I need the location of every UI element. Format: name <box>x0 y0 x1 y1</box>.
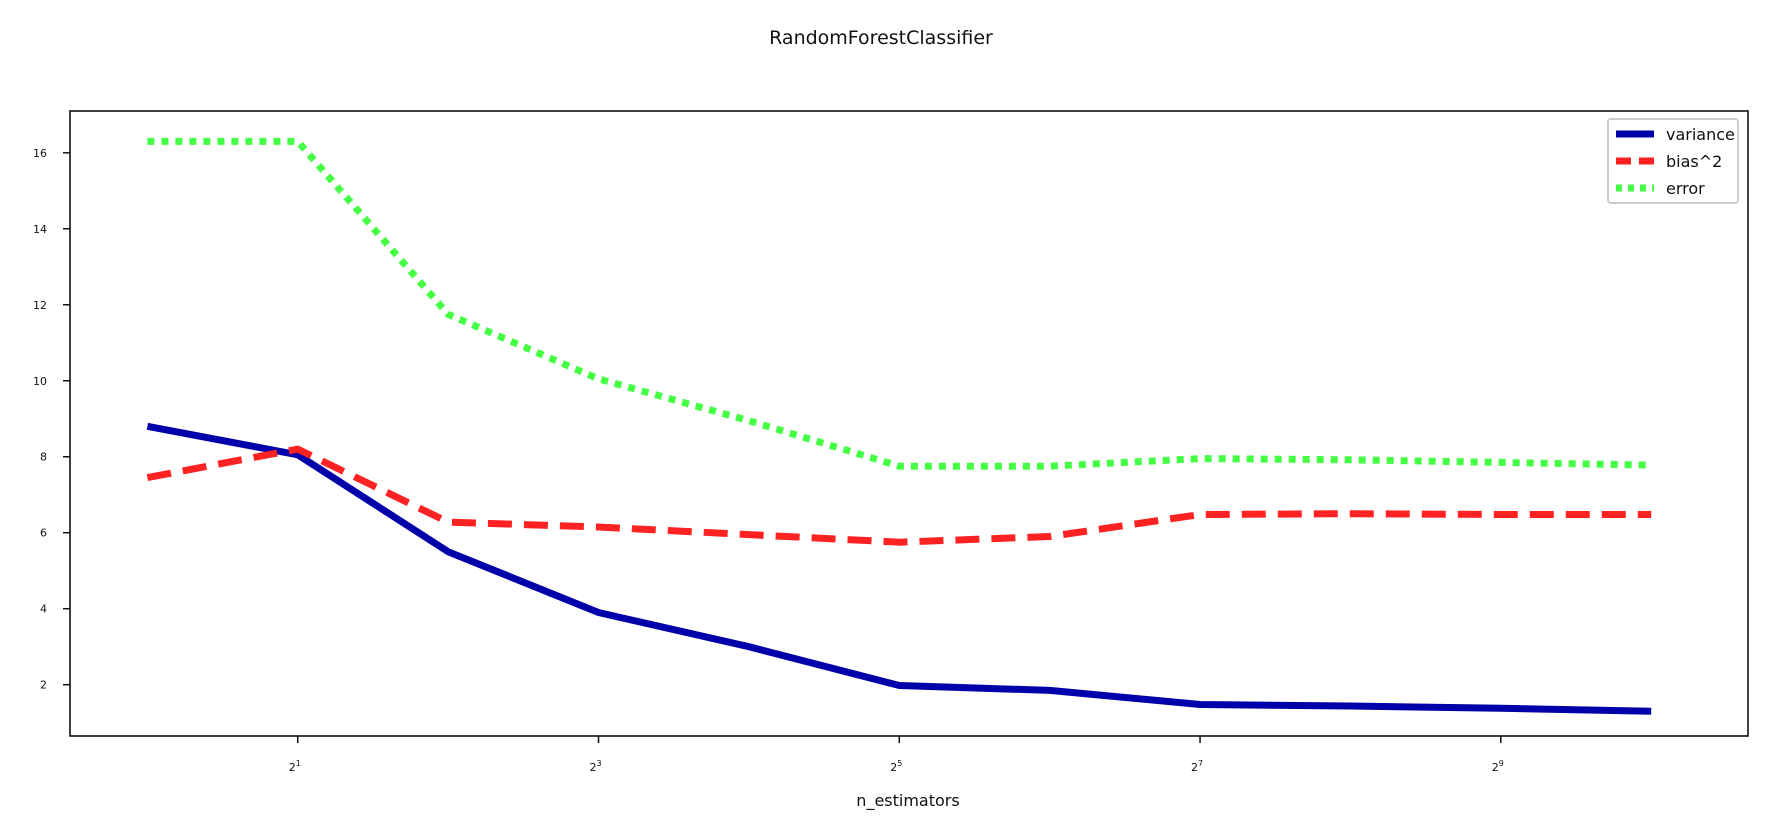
x-tick-label: 21 <box>289 759 301 774</box>
y-tick-label: 16 <box>33 147 47 160</box>
chart-title: RandomForestClassifier <box>769 27 993 49</box>
x-tick-label: 25 <box>890 759 902 774</box>
y-tick-label: 12 <box>33 299 47 312</box>
x-tick-label: 23 <box>589 759 601 774</box>
x-axis-ticks: 21 23 25 27 29 <box>289 736 1504 774</box>
legend-label: error <box>1666 179 1705 198</box>
y-tick-label: 2 <box>40 679 47 692</box>
x-axis-label: n_estimators <box>856 791 959 811</box>
legend-label: bias^2 <box>1666 152 1722 171</box>
plot-lines <box>146 137 1652 715</box>
y-axis-ticks: 2 4 6 8 10 12 14 16 <box>33 147 70 692</box>
y-tick-label: 14 <box>33 223 47 236</box>
x-tick-label: 27 <box>1191 759 1203 774</box>
y-tick-label: 4 <box>40 603 47 616</box>
y-tick-label: 10 <box>33 375 47 388</box>
legend-label: variance <box>1666 125 1735 144</box>
series-line-error <box>147 137 1652 470</box>
legend-box <box>1607 118 1739 204</box>
y-tick-label: 8 <box>40 451 47 464</box>
x-tick-label: 29 <box>1492 759 1504 774</box>
series-line-variance <box>146 422 1652 715</box>
series-line-bias-2 <box>146 445 1652 546</box>
plot-frame <box>69 110 1749 737</box>
y-tick-label: 6 <box>40 527 47 540</box>
legend: variance bias^2 error <box>1607 118 1739 204</box>
